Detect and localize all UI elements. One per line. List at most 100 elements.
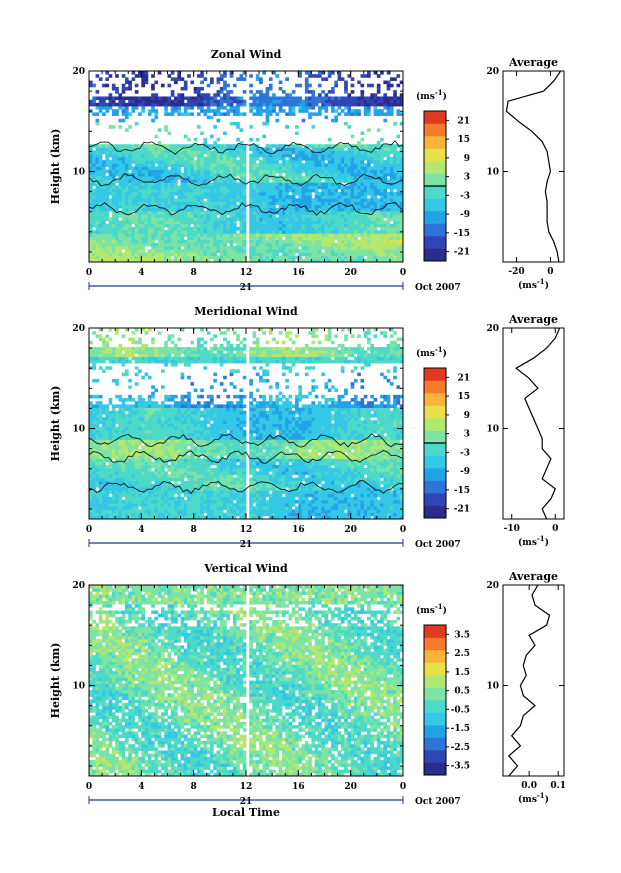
heatmap-cell <box>223 147 227 151</box>
heatmap-cell <box>177 93 181 97</box>
heatmap-cell <box>226 249 231 253</box>
heatmap-cell <box>386 160 391 164</box>
heatmap-cell <box>229 211 234 215</box>
heatmap-cell <box>389 160 394 164</box>
heatmap-cell <box>164 217 168 222</box>
heatmap-cell <box>102 230 106 234</box>
heatmap-cell <box>242 503 247 507</box>
heatmap-cell <box>376 191 381 196</box>
heatmap-cell <box>147 176 152 180</box>
heatmap-cell <box>98 230 103 234</box>
heatmap-cell <box>321 252 325 257</box>
heatmap-cell <box>321 77 325 81</box>
heatmap-cell <box>383 144 388 148</box>
heatmap-cell <box>262 246 267 250</box>
heatmap-cell <box>327 179 332 183</box>
heatmap-cell <box>210 249 214 253</box>
heatmap-cell <box>203 185 208 190</box>
heatmap-cell <box>353 509 358 514</box>
heatmap-cell <box>347 156 352 161</box>
heatmap-cell <box>327 207 332 212</box>
heatmap-cell <box>193 179 198 183</box>
heatmap-cell <box>380 102 384 107</box>
heatmap-cell <box>203 96 208 101</box>
heatmap-cell <box>301 499 306 504</box>
heatmap-cell <box>92 102 96 107</box>
heatmap-cell <box>321 207 325 212</box>
heatmap-cell <box>144 71 149 75</box>
heatmap-cell <box>232 233 237 237</box>
heatmap-cell <box>154 144 159 148</box>
heatmap-cell <box>255 102 260 107</box>
heatmap-cell <box>357 249 361 253</box>
heatmap-cell <box>337 499 342 504</box>
heatmap-cell <box>213 125 217 129</box>
heatmap-cell <box>347 223 352 228</box>
heatmap-cells <box>89 328 404 520</box>
heatmap-cell <box>229 217 234 222</box>
heatmap-cell <box>275 169 280 174</box>
heatmap-cell <box>389 214 394 218</box>
heatmap-cell <box>242 179 247 183</box>
heatmap-cell <box>95 509 100 514</box>
heatmap-cell <box>298 188 302 193</box>
heatmap-cell <box>393 191 397 196</box>
heatmap-cell <box>167 188 172 193</box>
heatmap-cell <box>226 233 231 237</box>
heatmap-cell <box>327 156 332 161</box>
heatmap-cell <box>89 156 93 161</box>
heatmap-cell <box>131 506 136 510</box>
heatmap-cell <box>373 503 378 507</box>
heatmap-cell <box>324 249 329 253</box>
heatmap-cell <box>200 506 204 510</box>
heatmap-cell <box>304 226 309 231</box>
heatmap-cell <box>278 169 283 174</box>
heatmap-cell <box>89 99 93 104</box>
heatmap-cell <box>226 112 231 116</box>
heatmap-cell <box>128 239 132 244</box>
heatmap-cell <box>219 102 224 107</box>
heatmap-cell <box>167 112 172 116</box>
heatmap-cell <box>278 201 283 206</box>
heatmap-cell <box>134 96 139 101</box>
heatmap-cell <box>281 204 286 209</box>
heatmap-cell <box>147 182 152 186</box>
heatmap-cell <box>281 185 286 190</box>
heatmap-cell <box>360 207 365 212</box>
heatmap-cell <box>393 496 397 501</box>
heatmap-cell <box>265 499 270 504</box>
heatmap-cell <box>249 191 253 196</box>
heatmap-cell <box>262 156 267 161</box>
heatmap-cell <box>317 201 322 206</box>
heatmap-cell <box>183 144 188 148</box>
heatmap-cell <box>259 512 263 517</box>
heatmap-cell <box>229 246 234 250</box>
heatmap-cell <box>131 147 136 151</box>
heatmap-cell <box>314 249 319 253</box>
heatmap-cell <box>275 182 280 186</box>
heatmap-cell <box>268 150 273 155</box>
heatmap-cell <box>331 239 335 244</box>
heatmap-cell <box>324 506 329 510</box>
heatmap-cell <box>340 150 345 155</box>
heatmap-cell <box>131 160 136 164</box>
heatmap-cell <box>252 191 257 196</box>
heatmap-cell <box>187 226 191 231</box>
heatmap-cell <box>298 258 302 263</box>
heatmap-cell <box>157 230 162 234</box>
heatmap-cell <box>317 255 322 260</box>
heatmap-cell <box>383 252 388 257</box>
heatmap-cell <box>363 509 368 514</box>
heatmap-cell <box>298 83 302 88</box>
heatmap-cell <box>314 169 319 174</box>
heatmap-cell <box>183 147 188 151</box>
heatmap-cell <box>118 150 123 155</box>
heatmap-cell <box>160 160 165 164</box>
heatmap-cell <box>272 201 276 206</box>
heatmap-cell <box>327 169 332 174</box>
heatmap-cell <box>249 195 253 199</box>
heatmap-cell <box>301 150 306 155</box>
heatmap-cell <box>370 258 374 263</box>
heatmap-cell <box>147 144 152 148</box>
heatmap-cell <box>383 496 388 501</box>
